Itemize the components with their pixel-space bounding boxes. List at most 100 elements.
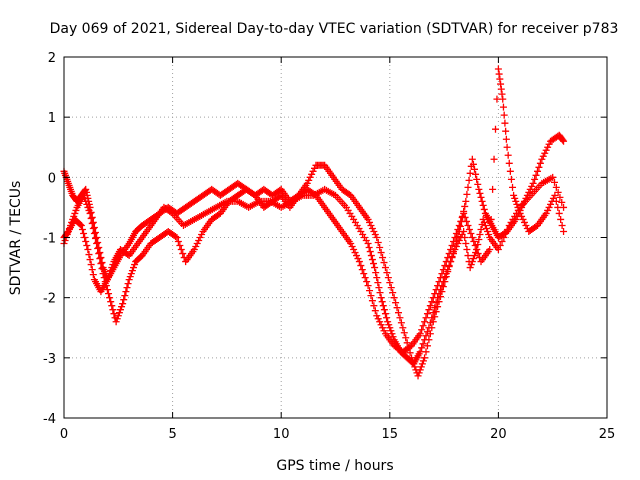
data-point: [464, 221, 472, 229]
data-point: [536, 159, 544, 167]
data-point: [538, 155, 546, 163]
y-axis-label: SDTVAR / TECUs: [8, 181, 24, 296]
data-point: [544, 143, 552, 151]
data-point: [533, 167, 541, 175]
data-point: [423, 310, 431, 318]
data-point: [393, 304, 401, 312]
data-point: [389, 333, 397, 341]
data-point: [384, 318, 392, 326]
data-point: [105, 273, 113, 281]
data-point: [415, 369, 423, 377]
data-point: [80, 191, 88, 199]
series-track-3: [60, 65, 568, 356]
data-point: [422, 314, 430, 322]
data-point: [392, 299, 400, 307]
data-point: [85, 206, 93, 214]
data-point: [306, 173, 314, 181]
chart-title: Day 069 of 2021, Sidereal Day-to-day VTE…: [50, 21, 619, 37]
data-point: [489, 185, 497, 193]
data-point: [402, 334, 410, 342]
data-point: [558, 198, 566, 206]
data-point: [107, 267, 115, 275]
data-point: [478, 197, 486, 205]
y-tick-label: 1: [48, 111, 56, 126]
data-point: [504, 151, 512, 159]
data-point: [121, 292, 129, 300]
data-point: [76, 220, 84, 228]
data-point: [64, 227, 72, 235]
data-point: [176, 242, 184, 250]
data-point: [110, 310, 118, 318]
data-point: [556, 193, 564, 201]
data-point: [364, 282, 372, 290]
data-point: [432, 299, 440, 307]
data-point: [387, 327, 395, 335]
data-point: [109, 261, 117, 269]
data-point: [127, 270, 135, 278]
data-point: [97, 254, 105, 262]
data-point: [88, 266, 96, 274]
data-point: [515, 206, 523, 214]
data-point: [496, 242, 504, 250]
data-point: [90, 229, 98, 237]
data-point: [63, 230, 71, 238]
y-axis-ticks: -4 -3 -2 -1 0 1 2: [43, 51, 607, 427]
data-point: [373, 274, 381, 282]
data-point: [452, 243, 460, 251]
data-point: [547, 200, 555, 208]
data-point: [500, 234, 508, 241]
data-point: [105, 290, 113, 298]
data-point: [516, 209, 524, 217]
data-point: [557, 215, 565, 223]
data-point: [560, 137, 568, 145]
data-point: [513, 200, 521, 208]
data-point: [560, 227, 568, 235]
data-point: [88, 213, 96, 221]
data-point: [100, 274, 108, 282]
data-point: [370, 260, 378, 268]
data-point: [481, 221, 489, 229]
data-point: [452, 229, 460, 237]
data-point: [462, 197, 470, 205]
data-point: [109, 306, 117, 314]
data-point: [383, 314, 391, 322]
data-point: [370, 302, 378, 310]
data-point: [124, 280, 132, 288]
data-point: [511, 194, 519, 202]
data-point: [414, 372, 422, 380]
data-point: [454, 225, 462, 233]
data-point: [371, 264, 379, 272]
data-point: [354, 255, 362, 263]
data-point: [363, 278, 371, 286]
data-point: [386, 324, 394, 332]
data-point: [403, 339, 411, 347]
data-point: [419, 357, 427, 365]
data-point: [375, 284, 383, 292]
data-point: [366, 287, 374, 295]
data-point: [502, 229, 510, 237]
data-point: [347, 240, 355, 248]
data-point: [529, 179, 537, 187]
y-tick-label: -1: [43, 232, 56, 247]
data-point: [69, 215, 77, 223]
data-point: [510, 191, 518, 199]
data-point: [366, 248, 374, 256]
data-point: [108, 302, 116, 310]
data-point: [479, 201, 487, 209]
data-point: [380, 327, 388, 335]
data-point: [82, 185, 90, 193]
data-point: [497, 80, 505, 88]
data-point: [463, 190, 471, 198]
data-point: [80, 229, 88, 237]
data-point: [447, 246, 455, 254]
data-point: [91, 228, 99, 236]
data-point: [434, 282, 442, 290]
data-point: [476, 189, 484, 197]
data-point: [531, 175, 539, 183]
data-point: [542, 209, 550, 217]
data-point: [518, 212, 526, 220]
data-point: [173, 234, 181, 241]
data-point: [558, 221, 566, 229]
data-point: [463, 246, 471, 254]
data-point: [120, 296, 128, 304]
